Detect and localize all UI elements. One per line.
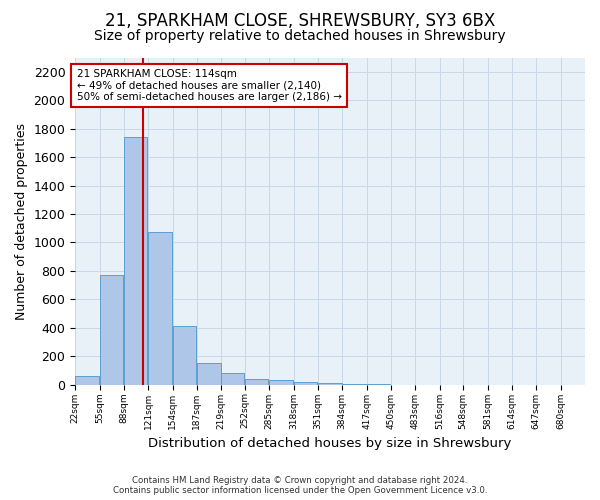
Bar (269, 380, 293, 384)
Bar (124, 137, 148, 384)
Bar (148, 232, 172, 384)
Bar (75, 376, 99, 384)
Text: 21 SPARKHAM CLOSE: 114sqm
← 49% of detached houses are smaller (2,140)
50% of se: 21 SPARKHAM CLOSE: 114sqm ← 49% of detac… (77, 69, 341, 102)
Y-axis label: Number of detached properties: Number of detached properties (15, 122, 28, 320)
Bar (318, 383, 341, 384)
Text: 21, SPARKHAM CLOSE, SHREWSBURY, SY3 6BX: 21, SPARKHAM CLOSE, SHREWSBURY, SY3 6BX (105, 12, 495, 30)
Bar (100, 275, 123, 384)
X-axis label: Distribution of detached houses by size in Shrewsbury: Distribution of detached houses by size … (148, 437, 512, 450)
Bar (221, 372, 244, 384)
Text: Contains HM Land Registry data © Crown copyright and database right 2024.
Contai: Contains HM Land Registry data © Crown c… (113, 476, 487, 495)
Bar (173, 326, 196, 384)
Bar (293, 382, 317, 384)
Bar (245, 379, 268, 384)
Bar (197, 362, 221, 384)
Text: Size of property relative to detached houses in Shrewsbury: Size of property relative to detached ho… (94, 29, 506, 43)
